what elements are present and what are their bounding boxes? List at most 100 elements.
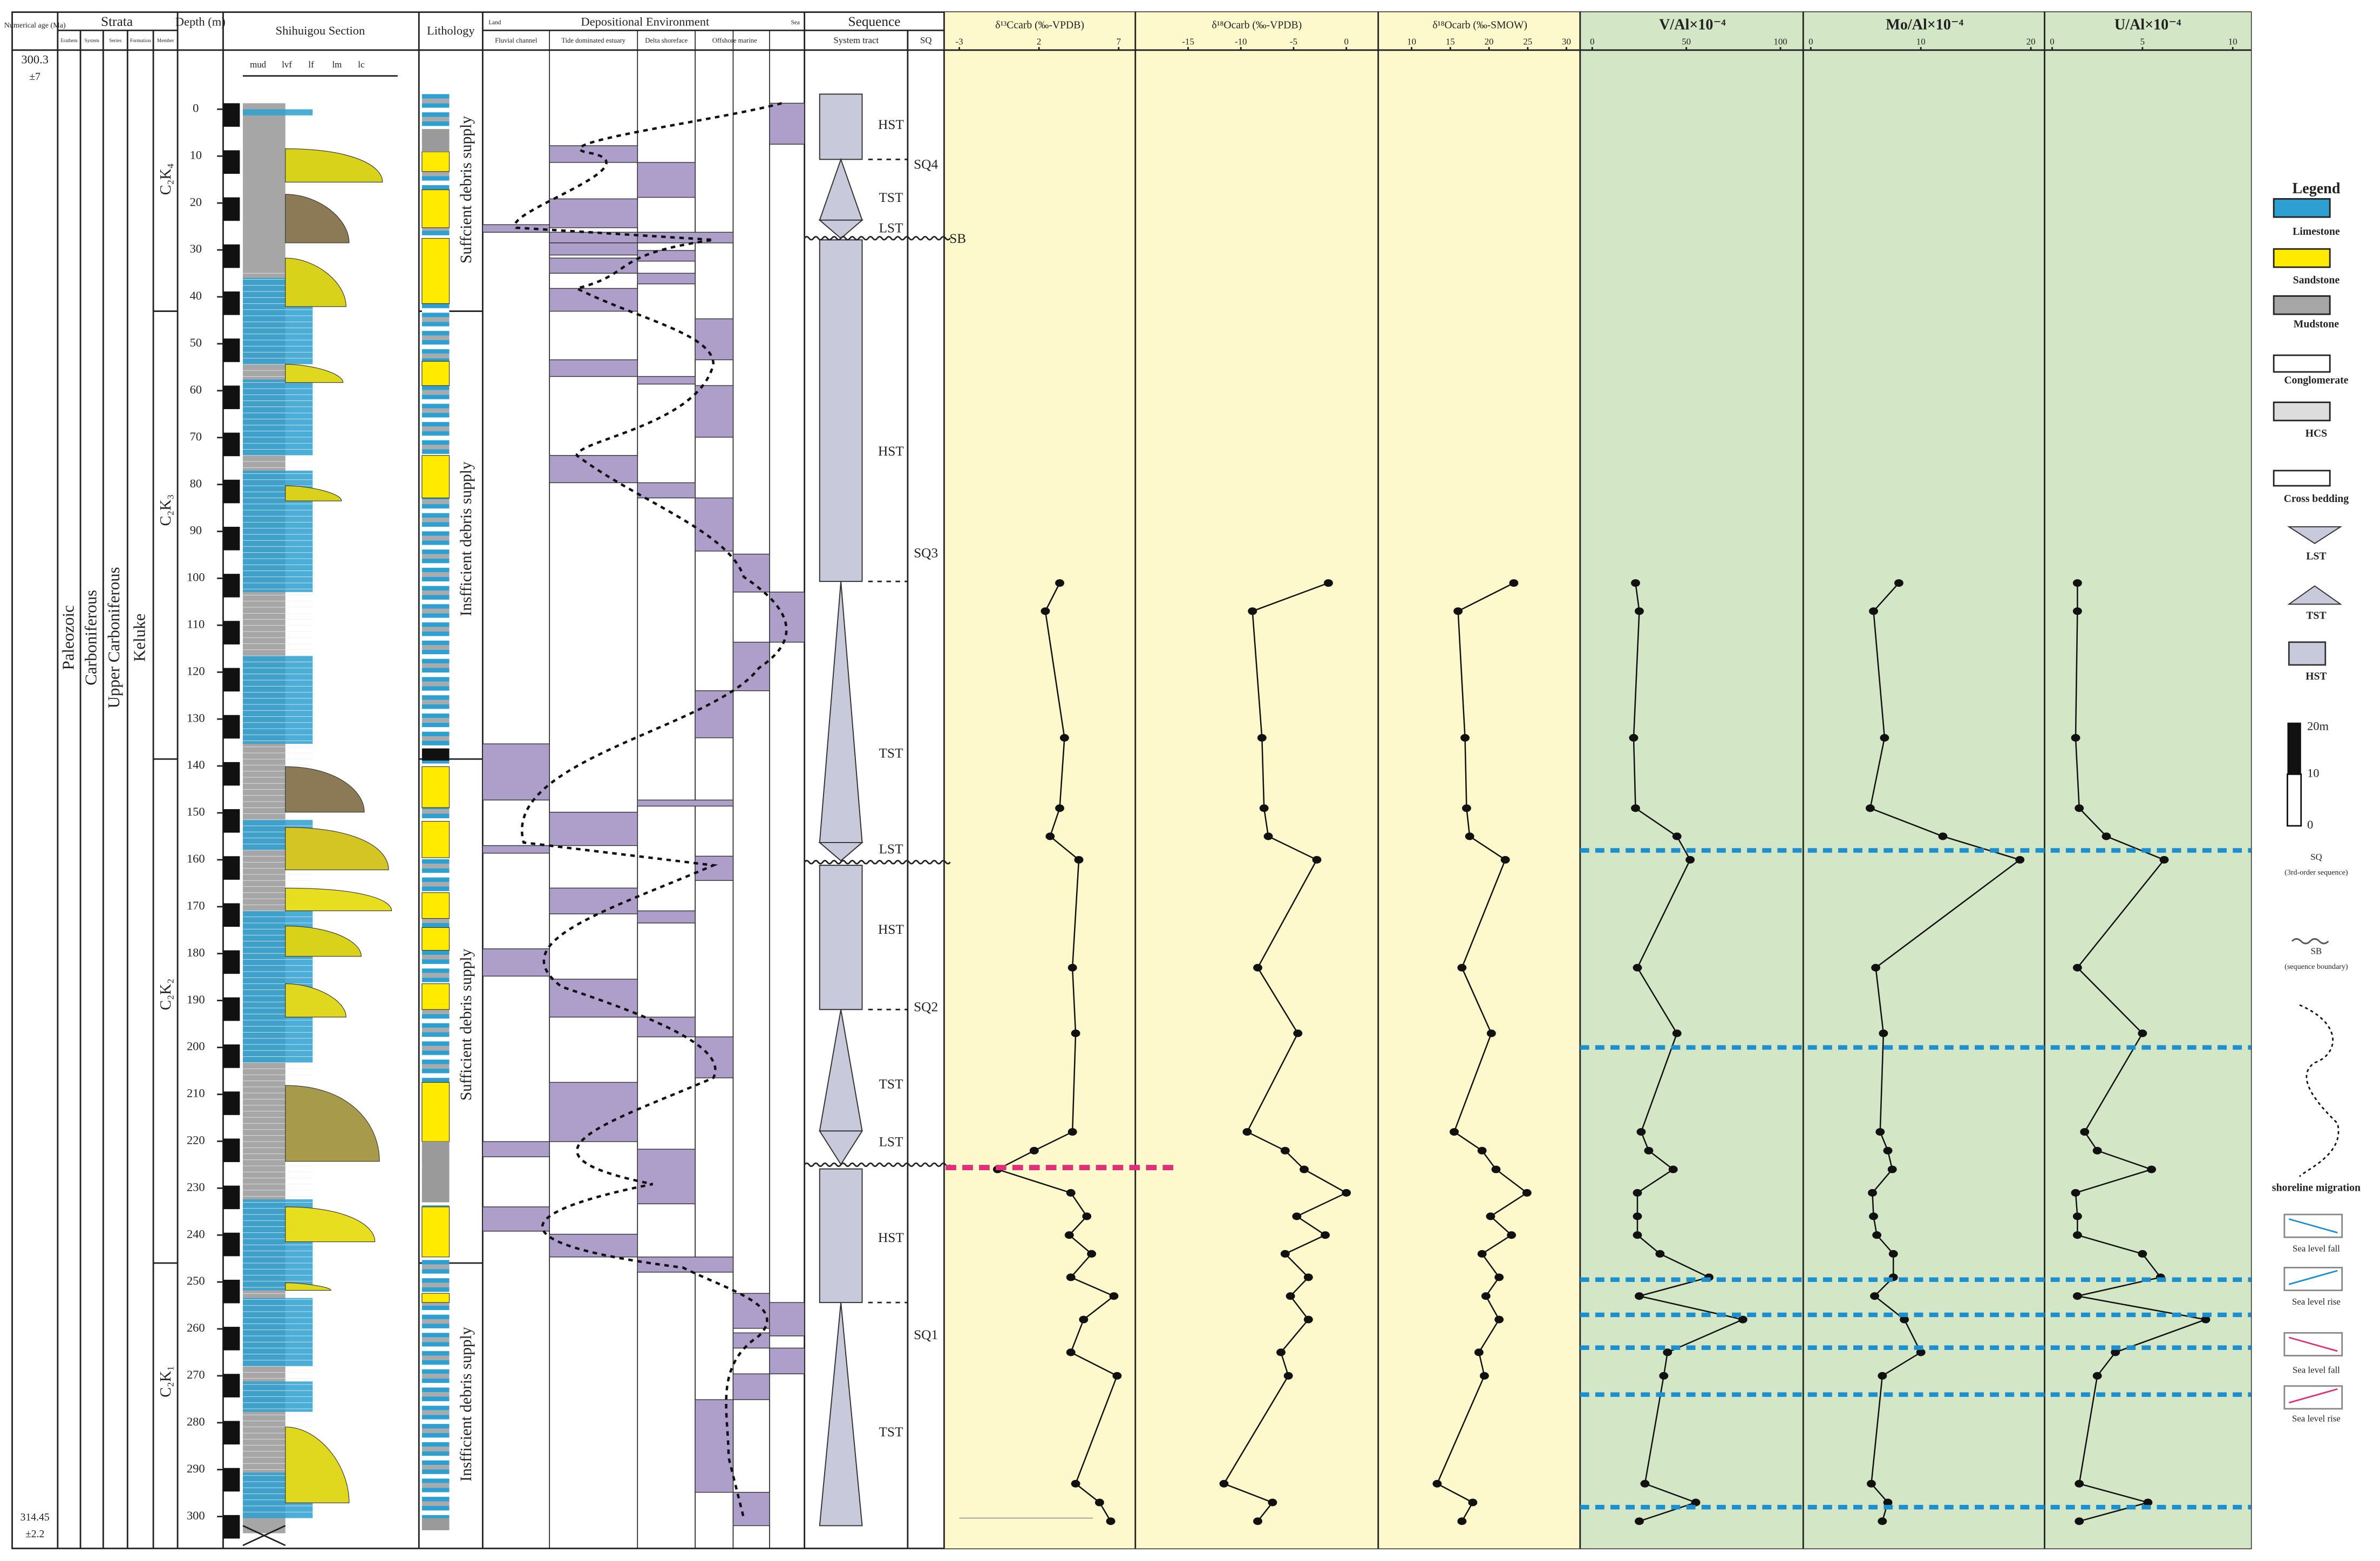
label: ±7 (29, 71, 40, 83)
hst-bar (819, 239, 863, 582)
lithology-band (421, 963, 450, 969)
sequence-label: SQ2 (914, 999, 938, 1014)
depth-bar (223, 1232, 240, 1257)
depth-tick-label: 190 (187, 993, 205, 1006)
sample-point (2159, 856, 2169, 864)
environment-box (769, 103, 805, 145)
sample-point (1071, 1479, 1080, 1488)
limestone-bed (243, 1298, 313, 1367)
depth-tick-label: 90 (190, 524, 202, 537)
sample-point (1481, 1292, 1491, 1300)
label: SQ (920, 35, 932, 45)
sample-point (1494, 1315, 1504, 1324)
sample-point (2072, 1292, 2082, 1300)
lithology-band (421, 399, 450, 404)
lithology-band (421, 226, 450, 231)
depth-bar (223, 1421, 240, 1445)
lithology-band (421, 412, 450, 418)
lithology-band (421, 599, 450, 605)
sample-point (1691, 1498, 1701, 1506)
lithology-band (421, 1055, 450, 1060)
depth-bar (223, 574, 240, 598)
label: lf (308, 59, 314, 70)
sandstone-band (421, 820, 450, 858)
lithology-band (421, 1046, 450, 1051)
depth-bar (223, 1279, 240, 1304)
lithology-band (421, 1319, 450, 1324)
vertical-label: Carboniferous (81, 590, 100, 686)
lithology-band (421, 103, 450, 108)
lithology-band (421, 1342, 450, 1347)
lithology-band (421, 567, 450, 573)
lithology-band (421, 950, 450, 955)
sample-point (2072, 579, 2082, 587)
scale-label: 0 (2307, 818, 2313, 831)
label: 300.3 (21, 53, 49, 66)
lithology-band (421, 763, 450, 769)
sample-point (1663, 1348, 1672, 1356)
lithology-band (421, 1310, 450, 1315)
label: Depth (m) (175, 15, 226, 28)
legend-sea-level (2288, 1336, 2338, 1352)
lithology-band (421, 1333, 450, 1338)
x-tick-label: 0 (1808, 37, 1813, 47)
environment-box (695, 497, 734, 552)
panel-bg (1580, 12, 2251, 1549)
lithology-band (421, 1396, 450, 1401)
sample-point (1242, 1128, 1252, 1136)
lithology-band (421, 112, 450, 117)
label: Sea (791, 19, 800, 26)
lithology-band (421, 417, 450, 422)
x-tick-label: 0 (1590, 37, 1594, 47)
lithology-band (421, 1073, 450, 1078)
sample-point (1474, 1348, 1484, 1356)
sandstone-band (421, 455, 450, 499)
sample-point (1500, 856, 1510, 864)
environment-box (637, 273, 696, 284)
lithology-band (421, 617, 450, 623)
lithology-band (421, 1469, 450, 1474)
sample-point (1342, 1189, 1351, 1197)
sample-point (1522, 1189, 1532, 1197)
sandstone-band (421, 237, 450, 304)
lithology-band (421, 955, 450, 960)
depth-bar (223, 1044, 240, 1068)
lithology-band (421, 526, 450, 532)
lithology-band (421, 449, 450, 454)
sample-point (1869, 607, 1878, 615)
sandstone-band (421, 1206, 450, 1258)
legend-shoreline (2299, 1004, 2340, 1177)
sample-point (1633, 963, 1642, 972)
sample-point (1635, 1292, 1644, 1300)
depth-bar (223, 1327, 240, 1350)
tract-label: LST (879, 220, 903, 235)
environment-box (637, 250, 696, 262)
lithology-band (421, 1419, 450, 1424)
lithology-band (421, 1492, 450, 1497)
lithology-band (421, 1328, 450, 1333)
sample-point (1633, 1189, 1642, 1197)
sample-point (1300, 1165, 1309, 1173)
sample-point (2147, 1165, 2157, 1173)
lithology-band (421, 818, 450, 823)
sample-point (1268, 1498, 1277, 1506)
lithology-band (421, 713, 450, 718)
sample-point (1685, 856, 1695, 864)
sample-point (1878, 1372, 1887, 1380)
lithology-band (421, 385, 450, 390)
lithology-band (421, 1023, 450, 1028)
sandstone-bed (285, 194, 350, 243)
lithology-band (421, 1433, 450, 1438)
depth-bar (223, 479, 240, 504)
lithology-band (421, 973, 450, 978)
sample-point (1480, 1372, 1489, 1380)
x-tick-label: 0 (2050, 37, 2054, 47)
sample-point (1453, 607, 1463, 615)
lithology-band (421, 1036, 450, 1042)
tract-label: TST (879, 1424, 903, 1440)
tst-triangle (819, 1302, 863, 1526)
environment-box (769, 1302, 805, 1336)
lithology-band (421, 1269, 450, 1274)
x-tick-label: 2 (1037, 37, 1041, 47)
